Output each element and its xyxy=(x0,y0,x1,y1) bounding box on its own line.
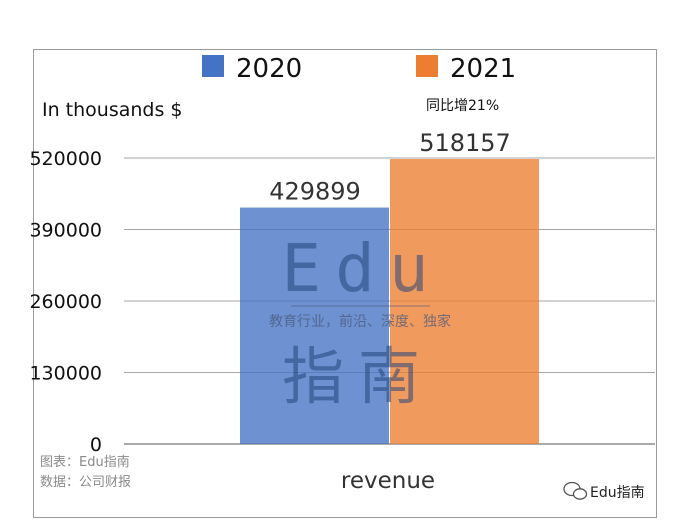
gridlines xyxy=(124,157,655,445)
legend: 2020 2021 xyxy=(202,54,516,84)
legend-swatch-2020 xyxy=(202,55,224,77)
watermark-zhinan: 指南 xyxy=(282,340,434,413)
value-labels: 429899 518157 xyxy=(269,129,511,206)
chart-frame xyxy=(33,49,657,518)
legend-swatch-2021 xyxy=(416,55,438,77)
source-data-credit: 数据：公司财报 xyxy=(40,475,131,490)
legend-label-2020: 2020 xyxy=(236,54,302,84)
y-tick-label-260000: 260000 xyxy=(29,291,102,313)
y-tick-label-0: 0 xyxy=(90,434,102,456)
y-axis-unit-label: In thousands $ xyxy=(42,99,183,121)
y-tick-label-390000: 390000 xyxy=(29,220,102,242)
x-axis-category-label: revenue xyxy=(341,468,435,494)
y-tick-label-130000: 130000 xyxy=(29,363,102,385)
watermark-tagline: 教育行业，前沿、深度、独家 xyxy=(269,313,451,330)
watermark: Edu 教育行业，前沿、深度、独家 指南 xyxy=(269,230,451,413)
wechat-icon xyxy=(563,481,588,500)
y-axis-ticks: 0 130000 260000 390000 520000 xyxy=(29,148,102,456)
growth-annotation: 同比增21% xyxy=(426,98,499,114)
corner-brand: Edu指南 xyxy=(563,481,645,501)
y-tick-label-520000: 520000 xyxy=(29,148,102,170)
legend-label-2021: 2021 xyxy=(450,54,516,84)
value-label-2020: 429899 xyxy=(269,178,361,206)
corner-brand-label: Edu指南 xyxy=(590,485,645,501)
watermark-edu: Edu xyxy=(281,230,442,307)
value-label-2021: 518157 xyxy=(419,129,511,157)
bar-2020 xyxy=(240,207,389,444)
source-chart-credit: 图表：Edu指南 xyxy=(40,454,130,470)
bar-2021 xyxy=(390,159,539,444)
bars xyxy=(240,159,539,444)
